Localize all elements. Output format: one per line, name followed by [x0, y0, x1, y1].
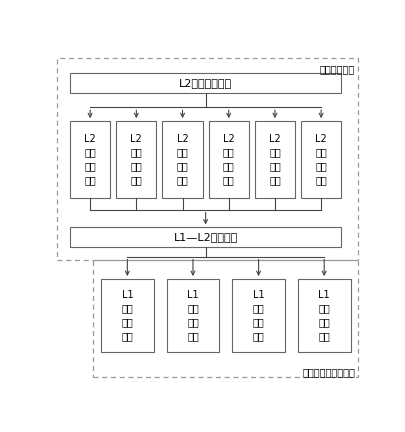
Text: L1
底吹
控制
模块: L1 底吹 控制 模块	[318, 289, 330, 342]
Bar	[162, 121, 202, 198]
Text: L2数据收集模块: L2数据收集模块	[179, 79, 232, 89]
Bar	[232, 279, 285, 352]
Bar	[116, 121, 156, 198]
Text: L1—L2通信模块: L1—L2通信模块	[173, 232, 238, 242]
Bar	[301, 121, 341, 198]
Text: L2
静态
控制
模块: L2 静态 控制 模块	[84, 133, 96, 186]
Bar	[57, 58, 358, 260]
Text: 过程控制单元: 过程控制单元	[319, 64, 354, 74]
Text: L2
底吹
控制
模块: L2 底吹 控制 模块	[315, 133, 327, 186]
Text: L2
氧枪
控制
模块: L2 氧枪 控制 模块	[177, 133, 188, 186]
Text: L2
动态
控制
模块: L2 动态 控制 模块	[130, 133, 142, 186]
Bar	[166, 279, 220, 352]
Text: 基础自动化控制单元: 基础自动化控制单元	[302, 367, 355, 377]
Text: L2
加料
控制
模块: L2 加料 控制 模块	[223, 133, 234, 186]
Text: L1
加料
控制
模块: L1 加料 控制 模块	[187, 289, 199, 342]
Bar	[93, 260, 358, 377]
Bar	[209, 121, 249, 198]
Bar	[70, 121, 110, 198]
Bar	[70, 227, 341, 248]
Bar	[101, 279, 154, 352]
Text: L2
剪枪
控制
模块: L2 剪枪 控制 模块	[269, 133, 281, 186]
Text: L1
剪枪
控制
模块: L1 剪枪 控制 模块	[253, 289, 264, 342]
Bar	[298, 279, 351, 352]
Bar	[70, 73, 341, 93]
Text: L1
氧枪
控制
模块: L1 氧枪 控制 模块	[122, 289, 133, 342]
Bar	[255, 121, 295, 198]
